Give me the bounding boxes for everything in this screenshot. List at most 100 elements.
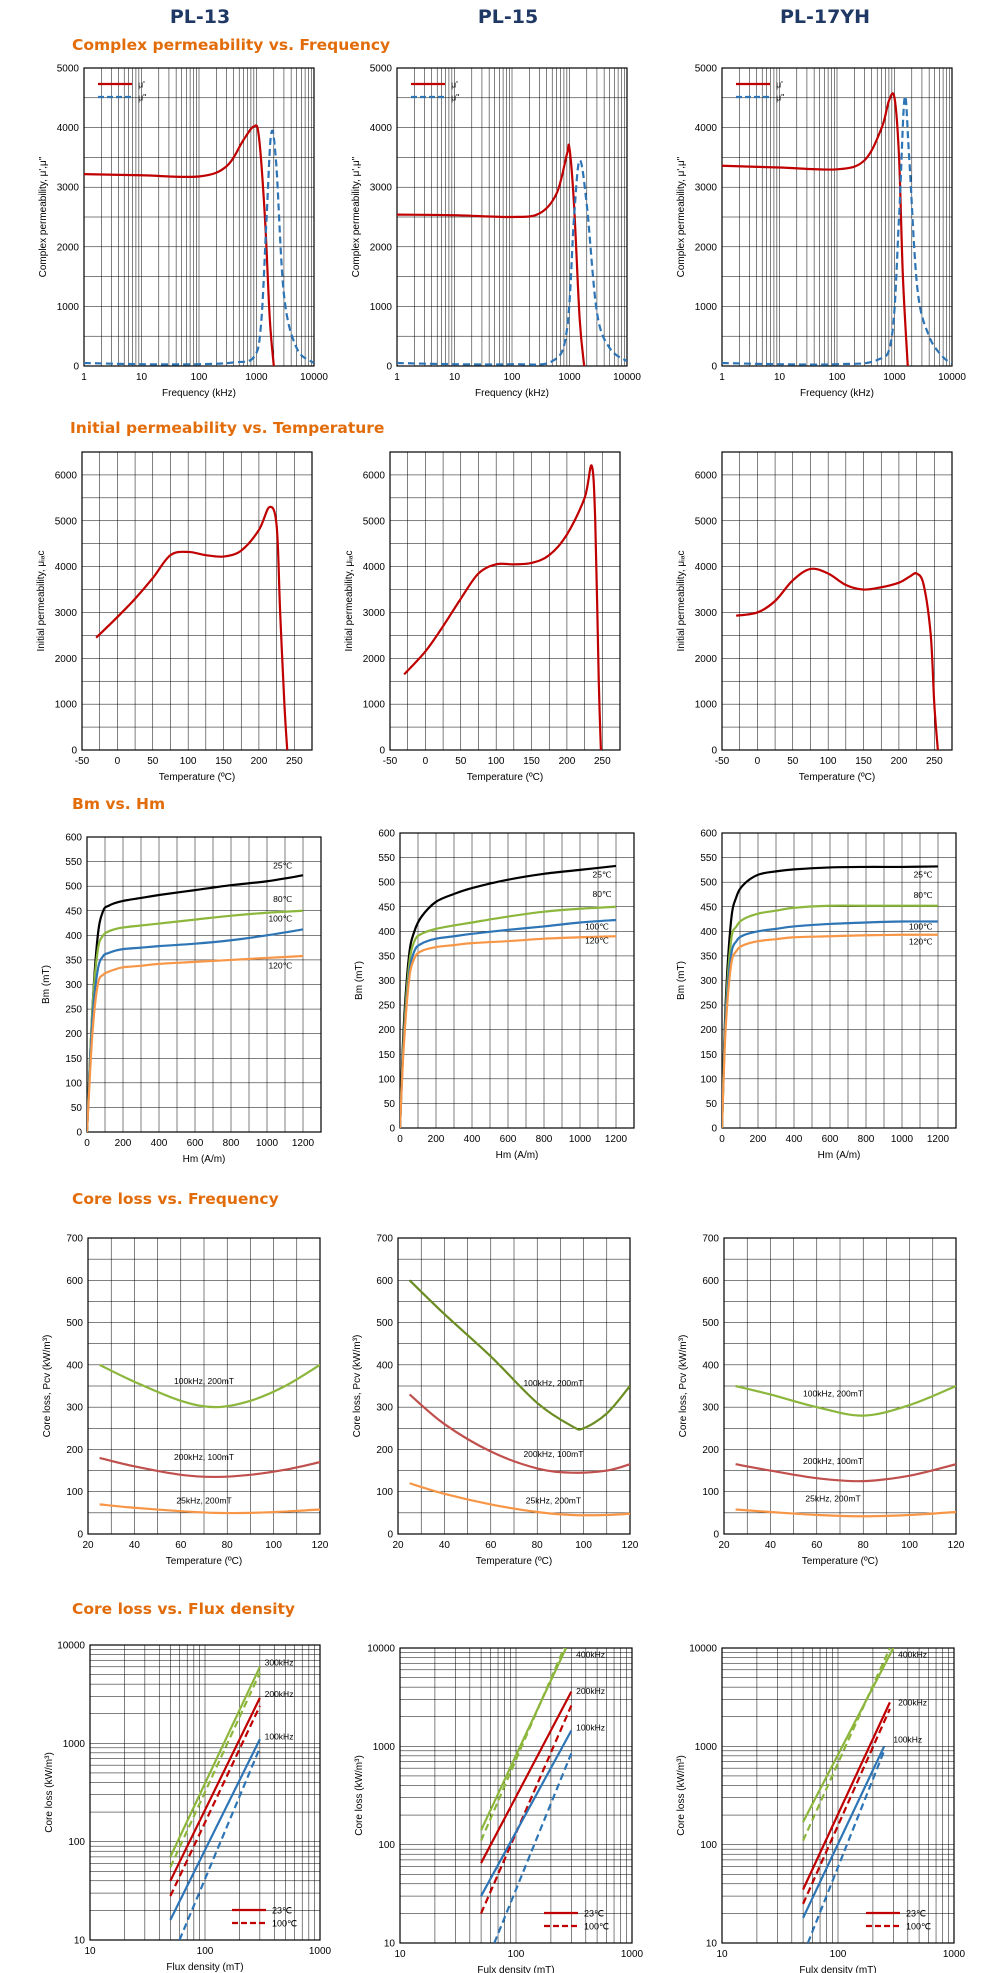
- curve-label: 100℃: [268, 914, 292, 924]
- x-tick-label: 600: [500, 1134, 517, 1145]
- y-tick-label: 10000: [689, 1644, 717, 1655]
- y-tick-label: 150: [378, 1050, 395, 1061]
- series-line: [408, 1279, 630, 1431]
- y-axis-label: Core loss, Pcv (kW/m³): [42, 1335, 53, 1438]
- x-tick-label: 0: [423, 756, 429, 767]
- x-tick-label: 1000: [256, 1138, 279, 1149]
- x-axis-label: Fulx density (mT): [799, 1965, 876, 1973]
- curve-label: 25kHz, 200mT: [805, 1493, 860, 1503]
- y-tick-label: 5000: [370, 64, 393, 75]
- curve-label: 100℃: [585, 921, 609, 931]
- section-title-complex-permeability: Complex permeability vs. Frequency: [72, 36, 391, 54]
- y-tick-label: 200: [702, 1445, 719, 1456]
- y-tick-label: 10: [74, 1936, 86, 1947]
- x-axis-label: Frequency (kHz): [475, 388, 549, 399]
- y-tick-label: 600: [65, 833, 82, 844]
- y-tick-label: 400: [376, 1360, 393, 1371]
- y-tick-label: 600: [702, 1276, 719, 1287]
- y-tick-label: 0: [73, 362, 79, 373]
- x-axis-label: Temperature (ºC): [166, 1556, 242, 1567]
- y-axis-label: Bm (mT): [354, 961, 365, 1000]
- x-tick-label: 60: [175, 1540, 187, 1551]
- gridlines: [86, 836, 322, 1133]
- y-tick-label: 200: [700, 1025, 717, 1036]
- column-title-pl13: PL-13: [169, 6, 231, 28]
- y-tick-label: 400: [700, 927, 717, 938]
- x-tick-label: 400: [151, 1138, 168, 1149]
- x-tick-label: 100: [830, 1949, 847, 1960]
- curve-label: 100℃: [909, 921, 933, 931]
- series-line: [735, 1508, 956, 1518]
- y-tick-label: 0: [386, 362, 392, 373]
- y-tick-label: 10: [706, 1939, 718, 1950]
- plot-frame: [81, 451, 313, 751]
- curve-label: 300kHz: [265, 1657, 294, 1667]
- y-tick-label: 4000: [363, 562, 386, 573]
- x-tick-label: 60: [485, 1540, 497, 1551]
- legend: μ' μ": [98, 80, 146, 103]
- y-axis-label: Complex permeability, μ',μ": [351, 156, 362, 277]
- curve-label: 100kHz: [576, 1722, 605, 1732]
- y-tick-label: 0: [713, 1530, 719, 1541]
- y-axis-label: Core loss, Pcv (kW/m³): [678, 1335, 689, 1438]
- x-tick-label: 150: [215, 756, 232, 767]
- x-tick-label: 100: [575, 1540, 592, 1551]
- curve-label: 200kHz, 100mT: [174, 1452, 234, 1462]
- y-tick-label: 2000: [363, 654, 386, 665]
- series-line: [95, 505, 289, 750]
- curve-label: 25kHz, 200mT: [176, 1496, 231, 1506]
- x-tick-label: 800: [223, 1138, 240, 1149]
- x-tick-label: 0: [397, 1134, 403, 1145]
- x-tick-label: 800: [536, 1134, 553, 1145]
- x-tick-label: 10: [449, 372, 461, 383]
- y-tick-label: 3000: [57, 183, 80, 194]
- plot-frame: [721, 832, 957, 1129]
- plot-frame: [721, 67, 953, 367]
- x-tick-label: 200: [251, 756, 268, 767]
- x-tick-label: 400: [786, 1134, 803, 1145]
- series-line: [806, 1750, 886, 1943]
- y-tick-label: 0: [711, 746, 717, 757]
- y-tick-label: 550: [378, 853, 395, 864]
- x-tick-label: 120: [312, 1540, 329, 1551]
- x-axis-label: Temperature (ºC): [802, 1556, 878, 1567]
- chart-4-1: 10 100 1000 10 100 1000 10000 Fulx density (mT)…: [354, 1644, 644, 1973]
- x-tick-label: 10: [394, 1949, 406, 1960]
- y-tick-label: 50: [706, 1099, 718, 1110]
- y-tick-label: 3000: [695, 183, 718, 194]
- gridlines: [721, 832, 957, 1129]
- series-line: [480, 1691, 573, 1864]
- y-tick-label: 1000: [695, 302, 718, 313]
- x-tick-label: 250: [594, 756, 611, 767]
- legend: μ' μ": [411, 80, 459, 103]
- chart-0-2: 1 10 100 1000 10000 0 1000 2000 3000 4000 5000 Freq…: [676, 64, 966, 400]
- curve-label: 80℃: [273, 894, 292, 904]
- series-line: [735, 1463, 956, 1483]
- y-axis-label: Core loss (kW/m³): [44, 1752, 55, 1833]
- y-tick-label: 600: [700, 829, 717, 840]
- y-tick-label: 4000: [370, 123, 393, 134]
- x-tick-label: 100: [180, 756, 197, 767]
- y-tick-label: 450: [378, 902, 395, 913]
- x-tick-label: 10000: [613, 372, 641, 383]
- y-tick-label: 1000: [363, 700, 386, 711]
- x-tick-label: 1000: [883, 372, 906, 383]
- series-line: [480, 1648, 566, 1842]
- chart-3-2: 20 40 60 80 100 120 0 100 200 300 400 500 600 700 Temp…: [678, 1234, 965, 1568]
- gridlines: [399, 1648, 632, 1944]
- x-tick-label: 1000: [569, 1134, 592, 1145]
- y-tick-label: 5000: [695, 64, 718, 75]
- column-title-pl17yh: PL-17YH: [779, 6, 871, 28]
- x-tick-label: 150: [523, 756, 540, 767]
- y-axis-label: Core loss (kW/m³): [676, 1755, 687, 1836]
- y-tick-label: 4000: [57, 123, 80, 134]
- y-tick-label: 2000: [55, 654, 78, 665]
- y-tick-label: 5000: [57, 64, 80, 75]
- legend: 23℃ 100℃: [544, 1909, 609, 1932]
- y-tick-label: 0: [77, 1530, 83, 1541]
- series-line: [802, 1745, 886, 1919]
- series-line: [722, 92, 909, 366]
- legend-label: 100℃: [272, 1919, 297, 1929]
- curve-label: 200kHz: [265, 1689, 294, 1699]
- y-tick-label: 200: [65, 1029, 82, 1040]
